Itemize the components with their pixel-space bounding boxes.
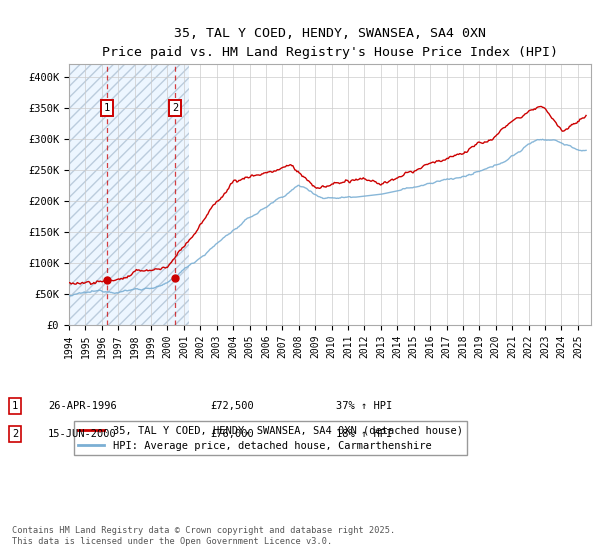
Text: 18% ↑ HPI: 18% ↑ HPI [336, 429, 392, 439]
Text: £76,000: £76,000 [210, 429, 254, 439]
Text: 2: 2 [172, 103, 178, 113]
Bar [69, 64, 189, 325]
Text: 1: 1 [12, 401, 18, 411]
Title: 35, TAL Y COED, HENDY, SWANSEA, SA4 0XN
Price paid vs. HM Land Registry's House : 35, TAL Y COED, HENDY, SWANSEA, SA4 0XN … [102, 27, 558, 59]
Text: £72,500: £72,500 [210, 401, 254, 411]
Text: 2: 2 [12, 429, 18, 439]
Text: 1: 1 [104, 103, 110, 113]
Bar [69, 64, 189, 325]
Text: 37% ↑ HPI: 37% ↑ HPI [336, 401, 392, 411]
Text: Contains HM Land Registry data © Crown copyright and database right 2025.
This d: Contains HM Land Registry data © Crown c… [12, 526, 395, 546]
Text: 26-APR-1996: 26-APR-1996 [48, 401, 117, 411]
Legend: 35, TAL Y COED, HENDY, SWANSEA, SA4 0XN (detached house), HPI: Average price, de: 35, TAL Y COED, HENDY, SWANSEA, SA4 0XN … [74, 422, 467, 455]
Text: 15-JUN-2000: 15-JUN-2000 [48, 429, 117, 439]
